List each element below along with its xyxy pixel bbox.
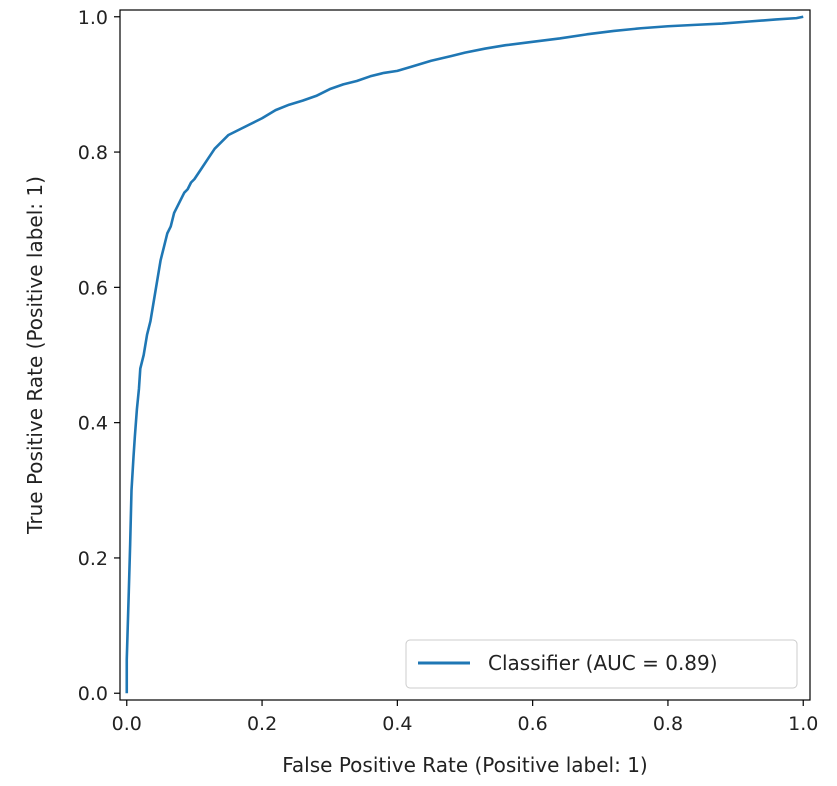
y-tick-label: 1.0 bbox=[78, 7, 108, 29]
series-layer bbox=[125, 15, 804, 694]
x-tick-label: 0.6 bbox=[518, 713, 548, 735]
legend-box bbox=[405, 639, 798, 689]
roc-curve-line bbox=[125, 15, 804, 694]
x-tick-label: 0.4 bbox=[382, 713, 412, 735]
y-tick-label: 0.2 bbox=[78, 548, 108, 570]
x-tick-label: 0.8 bbox=[653, 713, 683, 735]
plot-background bbox=[120, 10, 810, 700]
x-tick-label: 0.0 bbox=[112, 713, 142, 735]
y-axis-label: True Positive Rate (Positive label: 1) bbox=[23, 176, 47, 535]
y-tick-label: 0.8 bbox=[78, 142, 108, 164]
plot-frame bbox=[119, 9, 811, 701]
y-tick-label: 0.4 bbox=[78, 413, 108, 435]
y-tick-label: 0.0 bbox=[78, 683, 108, 705]
ticks-layer: 0.0 0.2 0.4 0.6 0.8 1.0 0.0 0.2 0.4 0.6 0.8 1.0 bbox=[78, 7, 819, 735]
legend: Classifier (AUC = 0.89) bbox=[405, 639, 798, 689]
x-tick-label: 1.0 bbox=[788, 713, 818, 735]
x-axis-label: False Positive Rate (Positive label: 1) bbox=[282, 753, 648, 777]
legend-label: Classifier (AUC = 0.89) bbox=[488, 651, 718, 675]
y-tick-label: 0.6 bbox=[78, 277, 108, 299]
x-tick-label: 0.2 bbox=[247, 713, 277, 735]
